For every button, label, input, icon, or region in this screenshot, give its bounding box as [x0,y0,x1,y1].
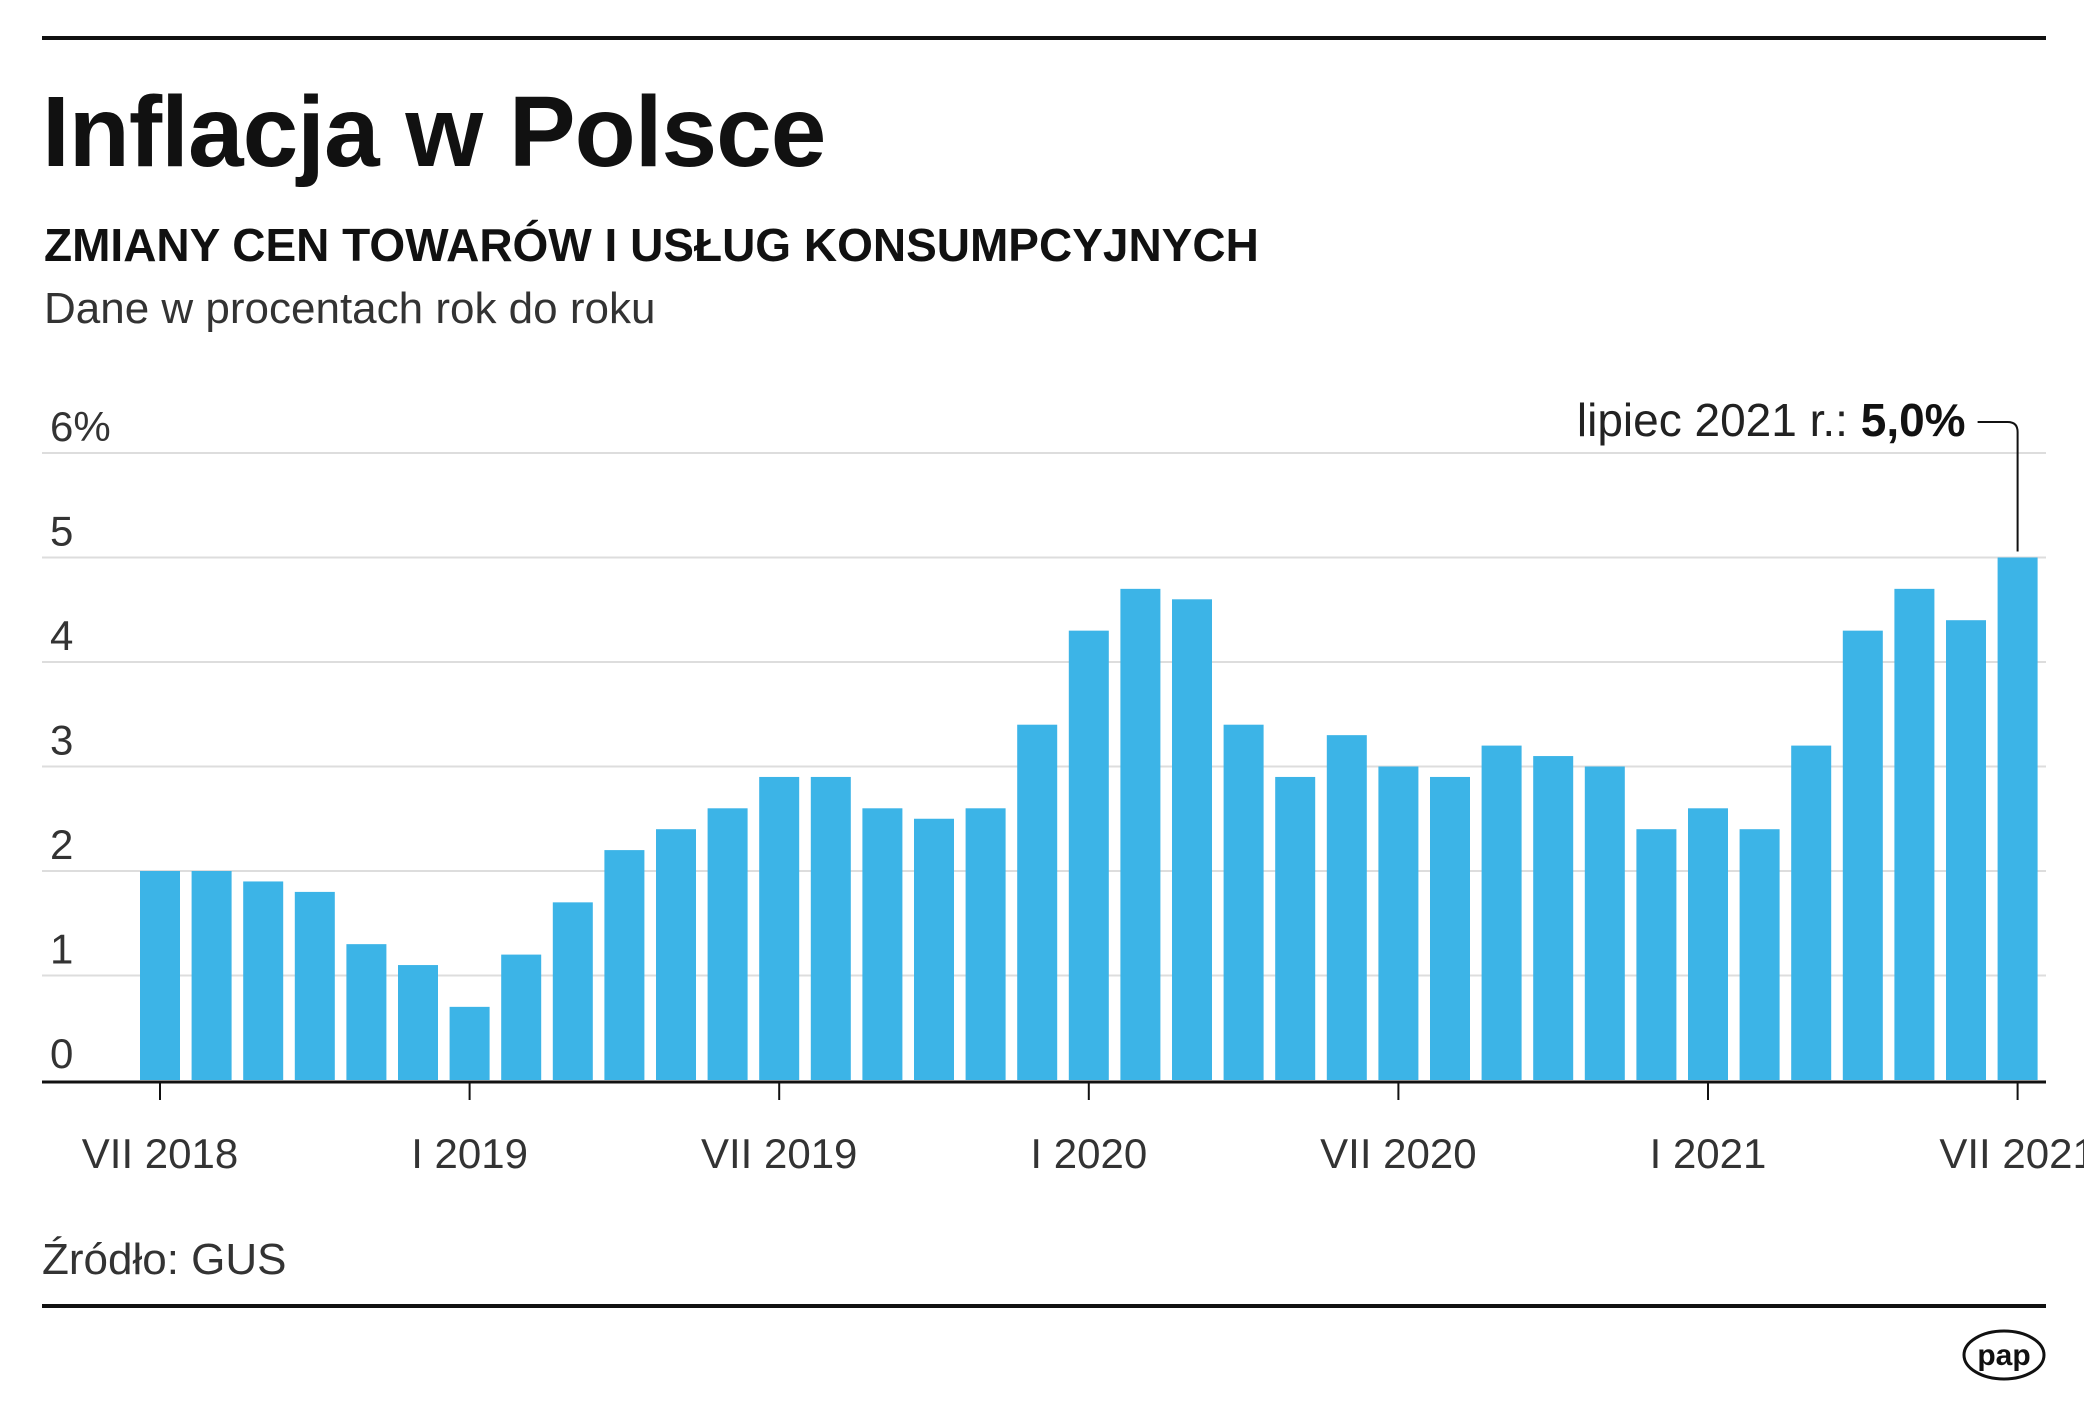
bar [604,850,645,1080]
bar [191,871,232,1080]
bars [140,557,2038,1080]
bar [810,776,851,1080]
bar [1636,829,1677,1080]
svg-text:pap: pap [1977,1339,2030,1372]
bar [707,808,748,1080]
bar [1378,766,1419,1080]
bar [1842,630,1883,1080]
y-tick-label: 4 [50,612,73,659]
bar [1584,766,1625,1080]
bar [1223,724,1264,1080]
y-tick-label: 0 [50,1030,73,1077]
bar [1430,776,1470,1080]
x-tick-label: VII 2019 [701,1130,857,1177]
bar [1739,829,1780,1080]
x-axis: VII 2018 I 2019 VII 2019 I 2020 VII 2020 I 20… [42,1080,2084,1177]
bar [398,965,438,1080]
bar [1068,630,1109,1080]
bar [862,808,903,1080]
x-tick-label: I 2021 [1650,1130,1767,1177]
bar [1275,776,1316,1080]
chart-subtitle: ZMIANY CEN TOWARÓW I USŁUG KONSUMPCYJNYC… [44,219,1259,271]
x-tick-label: VII 2018 [82,1130,238,1177]
x-tick-label: I 2020 [1030,1130,1147,1177]
pap-logo: pap [1962,1329,2046,1381]
annotation-value: 5,0% [1861,394,1966,446]
x-tick-label: I 2019 [411,1130,528,1177]
bar [759,776,800,1080]
y-tick-label: 3 [50,717,73,764]
x-tick-label: VII 2020 [1320,1130,1476,1177]
bar [1120,588,1161,1080]
bar [243,881,284,1080]
annotation-text: lipiec 2021 r.: [1577,394,1861,446]
bar [965,808,1006,1080]
bar [1172,599,1212,1080]
bar [1533,756,1574,1080]
bar [449,1006,490,1080]
bar [1946,620,1986,1080]
bar [1017,724,1058,1080]
x-tick-label: VII 2021 [1939,1130,2084,1177]
source-note: Źródło: GUS [42,1235,287,1284]
bar [501,954,542,1080]
y-axis-ticks: 0 1 2 3 4 5 6% [50,403,111,1077]
peak-annotation: lipiec 2021 r.: 5,0% [1577,394,2019,552]
bar [656,829,696,1080]
bar [140,871,180,1080]
page-title: Inflacja w Polsce [42,76,826,188]
bar [346,944,387,1080]
bar [1894,588,1935,1080]
annotation-label: lipiec 2021 r.: 5,0% [1577,394,1966,446]
bar [294,891,335,1080]
bar [1481,745,1522,1080]
y-tick-label: 1 [50,926,73,973]
bar [914,818,954,1080]
y-tick-label: 2 [50,821,73,868]
y-tick-label: 6% [50,403,111,450]
bar [1997,557,2038,1080]
bottom-rule [42,1304,2046,1308]
top-rule [42,36,2046,40]
unit-note: Dane w procentach rok do roku [44,284,656,333]
bar [1791,745,1832,1080]
y-tick-label: 5 [50,508,73,555]
annotation-leader-line [1977,421,2019,552]
bar [1688,808,1728,1080]
bar [552,902,593,1080]
bar [1326,735,1367,1080]
